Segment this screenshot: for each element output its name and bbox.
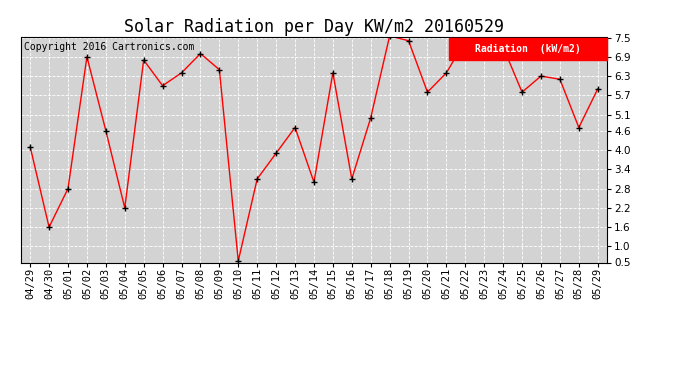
Text: Radiation  (kW/m2): Radiation (kW/m2) — [475, 44, 581, 54]
Bar — [448, 38, 607, 60]
Text: Copyright 2016 Cartronics.com: Copyright 2016 Cartronics.com — [23, 42, 194, 52]
Title: Solar Radiation per Day KW/m2 20160529: Solar Radiation per Day KW/m2 20160529 — [124, 18, 504, 36]
